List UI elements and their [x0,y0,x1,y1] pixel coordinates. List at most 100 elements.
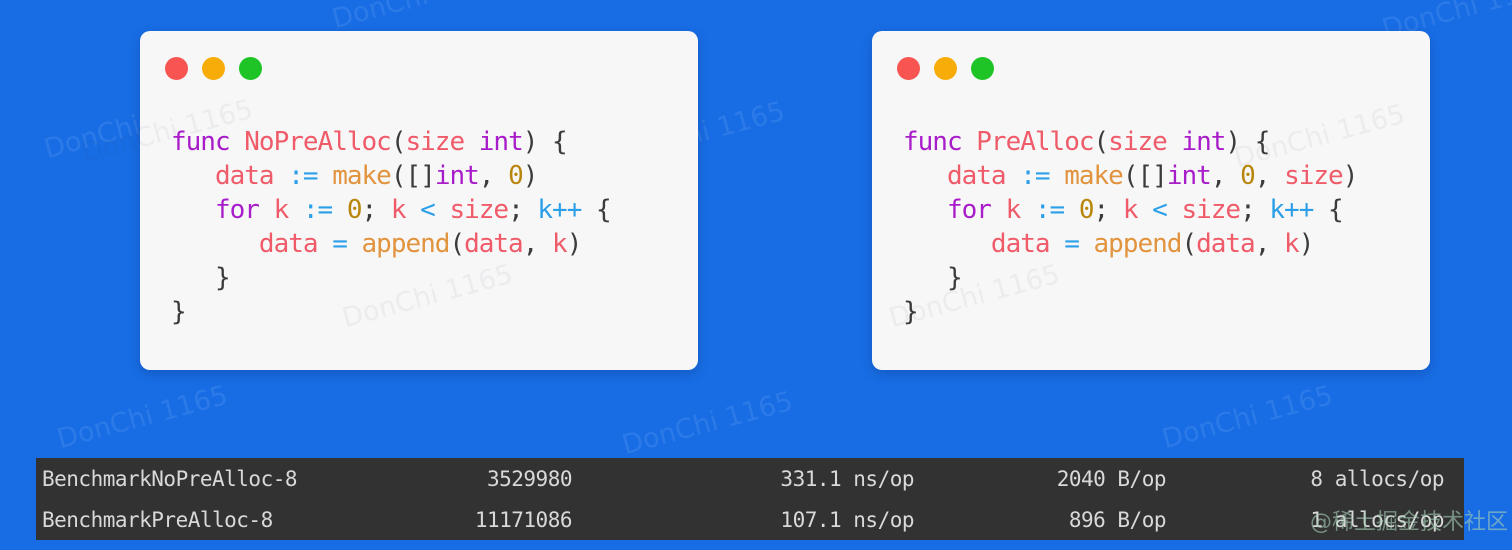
code-token: := [1020,161,1050,191]
code-token: make [332,161,392,191]
code-token: data [464,229,524,259]
code-token: := [302,195,333,225]
code-token [1050,161,1065,191]
code-token: } [903,297,919,327]
code-token: = [332,229,348,259]
code-token [1079,229,1094,259]
code-token: = [1064,229,1080,259]
code-token [1138,195,1153,225]
code-token: ; [1240,195,1270,225]
close-button[interactable] [897,57,920,80]
code-token: ; [508,195,538,225]
code-token [435,195,450,225]
code-token [1050,229,1065,259]
code-token [288,195,303,225]
code-token: , [1254,229,1285,259]
code-token: for [214,195,260,225]
code-token: k [273,195,290,225]
code-line: } [903,261,1357,295]
code-token [1064,195,1079,225]
maximize-button[interactable] [239,57,262,80]
code-token: PreAlloc [976,127,1094,157]
code-line: data := make([]int, 0, size) [903,159,1359,193]
benchmark-bytes-per-op: 2040 B/op [1056,466,1167,491]
code-token: k [552,229,568,259]
code-token: := [288,161,318,191]
code-token: } [171,263,231,293]
benchmark-ns-per-op: 331.1 ns/op [780,466,914,491]
code-token: int [1181,127,1226,157]
code-block-noprealloc: func NoPreAlloc(size int) { data := make… [171,125,612,329]
code-token: ) [1342,161,1359,191]
code-token: ) [1298,229,1315,259]
close-button[interactable] [165,57,188,80]
code-token: < [420,195,436,225]
code-token: make [1064,161,1124,191]
watermark: DonChi 1165 [329,0,506,35]
window-controls [165,57,262,80]
code-token [318,229,333,259]
benchmark-row: BenchmarkPreAlloc-8 11171086 107.1 ns/op 89… [36,499,1464,540]
code-token: append [361,229,451,259]
code-token: , [1254,161,1285,191]
code-token: ( [1181,229,1197,259]
code-token: ) { [522,127,568,157]
code-token: k [1284,229,1300,259]
code-token [991,195,1006,225]
code-token: k [1122,195,1139,225]
code-line: } [903,295,1357,329]
code-token [318,161,333,191]
minimize-button[interactable] [934,57,957,80]
code-window-prealloc: DonChi 1165 DonChi 1165 func PreAlloc(si… [872,31,1430,370]
code-window-noprealloc: DonChi 1165 DonChi 1165 func NoPreAlloc(… [79,31,698,370]
code-line: data := make([]int, 0) [171,159,611,193]
code-token: size [1284,161,1344,191]
code-token: func [171,127,245,157]
code-token: for [946,195,992,225]
code-token: data [946,161,1007,191]
code-token: 0 [1078,195,1095,225]
code-token: } [903,263,963,293]
code-token: } [171,297,187,327]
benchmark-name: BenchmarkNoPreAlloc-8 [42,466,298,491]
code-token: size [405,127,465,157]
benchmark-name: BenchmarkPreAlloc-8 [42,507,273,532]
code-token [1020,195,1035,225]
code-token: ( [390,127,407,157]
code-token: int [434,161,480,191]
code-token: ( [449,229,465,259]
code-line: } [171,295,611,329]
code-token: data [258,229,319,259]
code-line: func NoPreAlloc(size int) { [171,125,611,159]
code-token: int [1166,161,1212,191]
code-token [274,161,289,191]
code-token [1167,127,1182,157]
benchmark-allocs-per-op: 1 allocs/op [1310,507,1444,532]
code-token: ) [566,229,583,259]
code-token: , [478,161,509,191]
code-token: , [1210,161,1241,191]
code-token: ( [1093,127,1110,157]
code-token: 0 [1240,161,1256,191]
code-token: int [478,127,524,157]
minimize-button[interactable] [202,57,225,80]
benchmark-ns-per-op: 107.1 ns/op [780,507,914,532]
code-block-prealloc: func PreAlloc(size int) { data := make([… [903,125,1359,329]
code-token: NoPreAlloc [244,127,392,157]
code-token [903,229,991,259]
code-token: k [1005,195,1022,225]
code-token: k++ [537,195,582,225]
maximize-button[interactable] [971,57,994,80]
watermark: DonChi 1165 [618,385,797,462]
code-token [332,195,347,225]
code-token [259,195,274,225]
code-token [171,195,215,225]
code-line: data = append(data, k) [903,227,1357,261]
code-token [406,195,421,225]
code-token: size [1108,127,1168,157]
code-token [903,161,947,191]
code-token: ) [522,161,539,191]
code-line: for k := 0; k < size; k++ { [171,193,612,227]
code-token: ; [1093,195,1123,225]
